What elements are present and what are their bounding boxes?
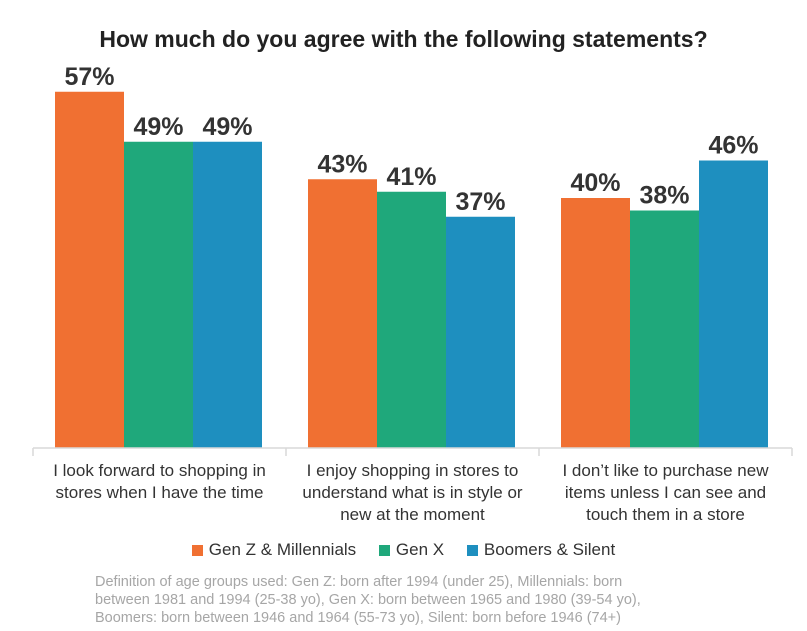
legend-label-boomers-silent: Boomers & Silent bbox=[483, 540, 616, 559]
data-label-gen-z-millennials-2: 43% bbox=[317, 150, 367, 178]
bar-boomers-silent-1 bbox=[193, 141, 262, 448]
category-label-1: stores when I have the time bbox=[56, 483, 264, 502]
data-label-gen-x-3: 38% bbox=[639, 182, 689, 210]
legend-swatch-gen-z-millennials bbox=[191, 544, 203, 556]
footnote-line: between 1981 and 1994 (25-38 yo), Gen X:… bbox=[95, 592, 641, 608]
category-label-1: I look forward to shopping in bbox=[53, 461, 266, 480]
category-label-2: understand what is in style or bbox=[302, 483, 523, 502]
bar-gen-z-millennials-1 bbox=[55, 91, 124, 448]
data-label-gen-z-millennials-1: 57% bbox=[64, 63, 114, 91]
data-label-boomers-silent-1: 49% bbox=[202, 113, 252, 141]
data-label-gen-x-2: 41% bbox=[386, 163, 436, 191]
bar-gen-z-millennials-3 bbox=[561, 198, 630, 448]
category-label-3: items unless I can see and bbox=[565, 483, 766, 502]
footnote-line: Definition of age groups used: Gen Z: bo… bbox=[95, 574, 623, 590]
bar-boomers-silent-2 bbox=[446, 216, 515, 448]
legend-item-boomers-silent: Boomers & Silent bbox=[466, 540, 616, 560]
legend-label-gen-x: Gen X bbox=[395, 540, 445, 559]
data-label-boomers-silent-3: 46% bbox=[708, 132, 758, 160]
bar-gen-x-1 bbox=[124, 141, 193, 448]
data-label-gen-x-1: 49% bbox=[133, 113, 183, 141]
chart-title: How much do you agree with the following… bbox=[99, 26, 708, 52]
bar-gen-z-millennials-2 bbox=[308, 179, 377, 448]
age-group-footnote: Definition of age groups used: Gen Z: bo… bbox=[95, 573, 775, 627]
category-label-3: touch them in a store bbox=[586, 505, 745, 524]
footnote-line: Boomers: born between 1946 and 1964 (55-… bbox=[95, 610, 621, 626]
data-label-boomers-silent-2: 37% bbox=[455, 188, 505, 216]
data-label-gen-z-millennials-3: 40% bbox=[570, 169, 620, 197]
bar-boomers-silent-3 bbox=[699, 160, 768, 448]
bar-chart: 57% 49% 49% I look forward to shopping in st… bbox=[32, 63, 793, 524]
legend-swatch-boomers-silent bbox=[466, 544, 478, 556]
bar-gen-x-2 bbox=[377, 191, 446, 448]
legend-item-gen-z-millennials: Gen Z & Millennials bbox=[191, 540, 357, 560]
legend: Gen Z & Millennials Gen X Boomers & Sile… bbox=[0, 540, 807, 561]
category-label-2: new at the moment bbox=[340, 505, 485, 524]
category-label-2: I enjoy shopping in stores to bbox=[307, 461, 519, 480]
legend-item-gen-x: Gen X bbox=[378, 540, 445, 560]
legend-swatch-gen-x bbox=[378, 544, 390, 556]
legend-label-gen-z-millennials: Gen Z & Millennials bbox=[208, 540, 357, 559]
category-label-3: I don’t like to purchase new bbox=[562, 461, 769, 480]
bar-gen-x-3 bbox=[630, 210, 699, 448]
